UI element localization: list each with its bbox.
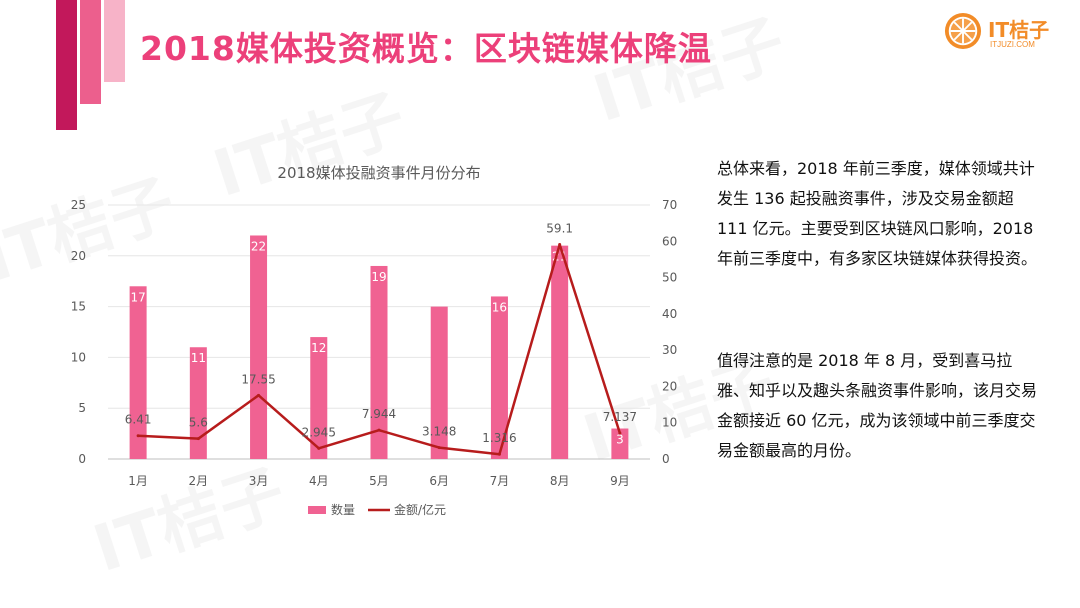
x-tick-label: 4月 [309,474,329,488]
investment-chart: 2018媒体投融资事件月份分布 0 5 10 15 20 25 0 10 20 30 40 50 60 70… [71,164,678,517]
decor-bar-mid [80,0,101,104]
y-right-tick-label: 30 [662,343,677,357]
x-tick-label: 7月 [490,474,510,488]
bar [430,306,448,459]
y-right-tick-label: 0 [662,452,670,466]
bar-value-label: 17 [130,290,145,304]
chart-title: 2018媒体投融资事件月份分布 [277,164,480,182]
x-tick-label: 2月 [189,474,209,488]
summary-paragraph: 总体来看，2018 年前三季度，媒体领域共计发生 136 起投融资事件，涉及交易… [717,159,1038,268]
orange-slice-icon [944,12,982,50]
y-left-tick-label: 20 [71,249,86,263]
bar [189,347,207,459]
line-value-label: 2.945 [302,425,336,439]
line-value-label: 17.55 [241,372,275,386]
x-tick-label: 8月 [550,474,570,488]
bar-value-label: 19 [371,270,386,284]
bar-value-label: 16 [492,300,507,314]
brand-name: IT桔子 [988,18,1050,42]
line-value-label: 59.1 [546,222,573,236]
bar-value-label: 11 [191,351,206,365]
y-right-tick-label: 20 [662,379,677,393]
decor-bar-dark [56,0,77,130]
line-point [136,434,140,438]
bar [551,245,569,459]
highlight-paragraph: 值得注意的是 2018 年 8 月，受到喜马拉雅、知乎以及趣头条融资事件影响，该… [717,351,1038,460]
bar [370,265,388,459]
y-right-tick-label: 70 [662,198,677,212]
bar [611,428,629,459]
x-tick-label: 1月 [128,474,148,488]
y-left-tick-label: 10 [71,350,86,364]
y-left-tick-label: 5 [78,401,86,415]
line-point [317,446,321,450]
bar [250,235,268,459]
bar-value-label: 12 [311,341,326,355]
line-point [618,431,622,435]
line-point [497,452,501,456]
legend-label-line: 金额/亿元 [394,502,446,517]
line-value-label: 7.944 [362,407,396,421]
line-value-label: 3.148 [422,425,456,439]
line-value-label: 1.316 [482,431,516,445]
bar-value-label: 3 [616,433,624,447]
line-point [377,428,381,432]
x-tick-label: 5月 [369,474,389,488]
y-left-tick-label: 15 [71,300,86,314]
brand-url: ITJUZI.COM [990,40,1035,49]
line-point [437,446,441,450]
decor-bar-light [104,0,125,82]
x-tick-label: 3月 [249,474,269,488]
line-value-label: 7.137 [603,410,637,424]
line-point [558,243,562,247]
legend-swatch-bars [308,506,326,514]
y-right-tick-label: 60 [662,234,677,248]
y-right-tick-label: 50 [662,271,677,285]
y-right-tick-label: 40 [662,307,677,321]
line-value-label: 6.41 [125,413,152,427]
line-point [196,437,200,441]
bar [310,337,328,459]
bar [490,296,508,459]
brand-logo: IT桔子 ITJUZI.COM [944,12,1064,52]
y-left-tick-label: 25 [71,198,86,212]
legend-label-bars: 数量 [331,502,355,517]
y-left-tick-label: 0 [78,452,86,466]
bar [129,286,147,459]
page-title: 2018媒体投资概览：区块链媒体降温 [140,29,712,68]
bar-value-label: 22 [251,239,266,253]
line-point [257,393,261,397]
x-tick-label: 9月 [610,474,630,488]
x-tick-label: 6月 [429,474,449,488]
line-value-label: 5.6 [189,416,208,430]
y-right-tick-label: 10 [662,416,677,430]
